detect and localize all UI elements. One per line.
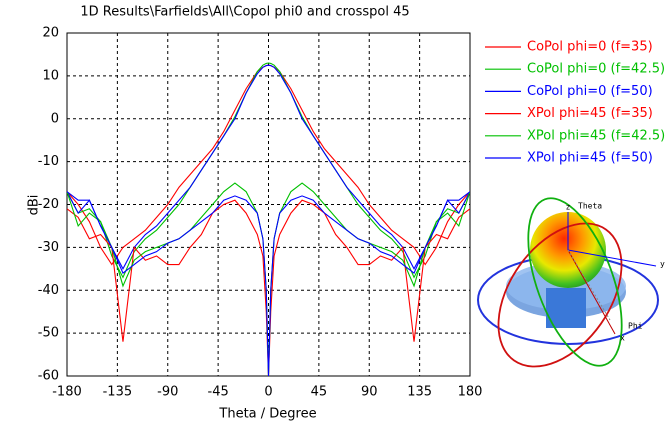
x-tick-label: 135	[407, 385, 432, 400]
inset-label: x	[620, 334, 625, 343]
y-tick-label: -10	[38, 154, 59, 169]
y-tick-label: -40	[38, 283, 59, 298]
x-tick-label: 0	[264, 385, 272, 400]
y-tick-label: -60	[38, 369, 59, 384]
series-line	[67, 191, 470, 376]
y-axis-label: dBi	[27, 195, 42, 216]
ring	[497, 222, 623, 368]
legend-label: XPol phi=45 (f=42.5)	[527, 128, 665, 143]
x-tick-label: -135	[103, 385, 133, 400]
inset-label: Phi	[628, 322, 643, 331]
x-tick-label: -180	[52, 385, 82, 400]
legend-label: CoPol phi=0 (f=35)	[527, 40, 653, 55]
chart-title: 1D Results\Farfields\All\Copol phi0 and …	[80, 5, 409, 20]
x-tick-label: 45	[311, 385, 328, 400]
axis	[567, 249, 611, 321]
series-line	[67, 199, 470, 376]
x-tick-label: -45	[208, 385, 229, 400]
stem	[546, 288, 586, 328]
series-line	[67, 64, 470, 270]
y-tick-label: -50	[38, 326, 59, 341]
inset-label: Theta	[578, 202, 602, 211]
x-tick-label: 90	[361, 385, 378, 400]
axis	[567, 249, 657, 267]
legend-label: CoPol phi=0 (f=50)	[527, 84, 653, 99]
x-tick-label: 180	[458, 385, 483, 400]
legend-label: CoPol phi=0 (f=42.5)	[527, 62, 665, 77]
x-axis-label: Theta / Degree	[218, 407, 316, 422]
y-tick-label: 10	[42, 68, 59, 83]
y-tick-label: -30	[38, 240, 59, 255]
inset-label: z	[566, 203, 571, 212]
y-tick-label: 20	[42, 26, 59, 41]
ring	[527, 197, 623, 367]
x-tick-label: -90	[157, 385, 178, 400]
series-line	[67, 182, 470, 376]
y-tick-label: -20	[38, 197, 59, 212]
series-line	[67, 62, 470, 279]
plot-lines	[67, 62, 470, 376]
legend-label: XPol phi=45 (f=50)	[527, 151, 653, 166]
inset-label: y	[660, 260, 665, 269]
y-tick-label: 0	[51, 111, 59, 126]
inset-3d: z Theta y Phi x	[477, 197, 665, 368]
legend-label: XPol phi=45 (f=35)	[527, 106, 653, 121]
